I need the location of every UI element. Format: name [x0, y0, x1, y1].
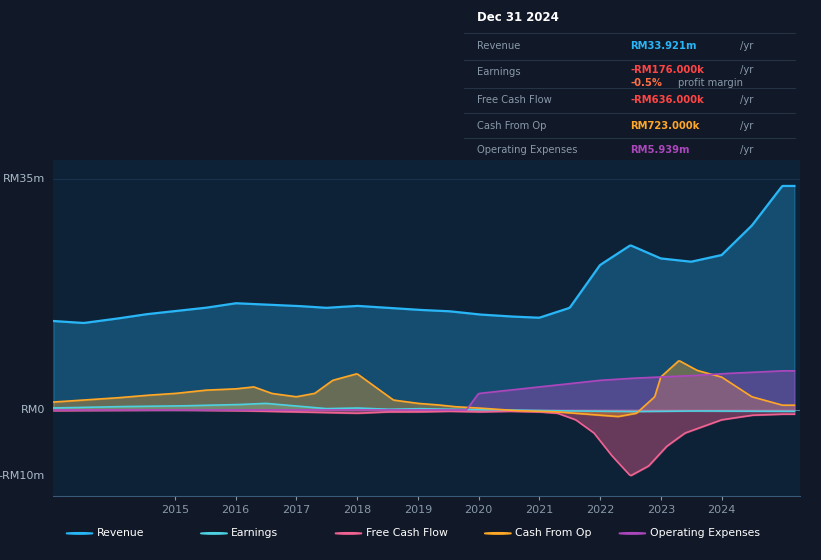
Text: Operating Expenses: Operating Expenses — [477, 144, 578, 155]
Text: RM33.921m: RM33.921m — [631, 41, 696, 52]
Text: Earnings: Earnings — [232, 529, 278, 538]
Text: Free Cash Flow: Free Cash Flow — [477, 95, 552, 105]
Text: profit margin: profit margin — [678, 78, 743, 87]
Text: Revenue: Revenue — [97, 529, 144, 538]
Text: RM5.939m: RM5.939m — [631, 144, 690, 155]
Text: -RM10m: -RM10m — [0, 471, 45, 481]
Circle shape — [619, 533, 646, 534]
Circle shape — [66, 533, 93, 534]
Circle shape — [484, 533, 511, 534]
Text: Revenue: Revenue — [477, 41, 521, 52]
Text: Cash From Op: Cash From Op — [477, 121, 547, 130]
Text: /yr: /yr — [740, 41, 753, 52]
Text: /yr: /yr — [740, 66, 753, 75]
Text: /yr: /yr — [740, 95, 753, 105]
Text: /yr: /yr — [740, 121, 753, 130]
Text: RM723.000k: RM723.000k — [631, 121, 699, 130]
Text: -0.5%: -0.5% — [631, 78, 662, 87]
Text: Cash From Op: Cash From Op — [515, 529, 592, 538]
Text: RM0: RM0 — [21, 405, 45, 415]
Circle shape — [335, 533, 362, 534]
Text: /yr: /yr — [740, 144, 753, 155]
Circle shape — [200, 533, 227, 534]
Text: Dec 31 2024: Dec 31 2024 — [477, 11, 559, 24]
Text: RM35m: RM35m — [3, 174, 45, 184]
Text: Operating Expenses: Operating Expenses — [649, 529, 759, 538]
Text: Earnings: Earnings — [477, 67, 521, 77]
Text: -RM636.000k: -RM636.000k — [631, 95, 704, 105]
Text: -RM176.000k: -RM176.000k — [631, 66, 704, 75]
Text: Free Cash Flow: Free Cash Flow — [365, 529, 447, 538]
